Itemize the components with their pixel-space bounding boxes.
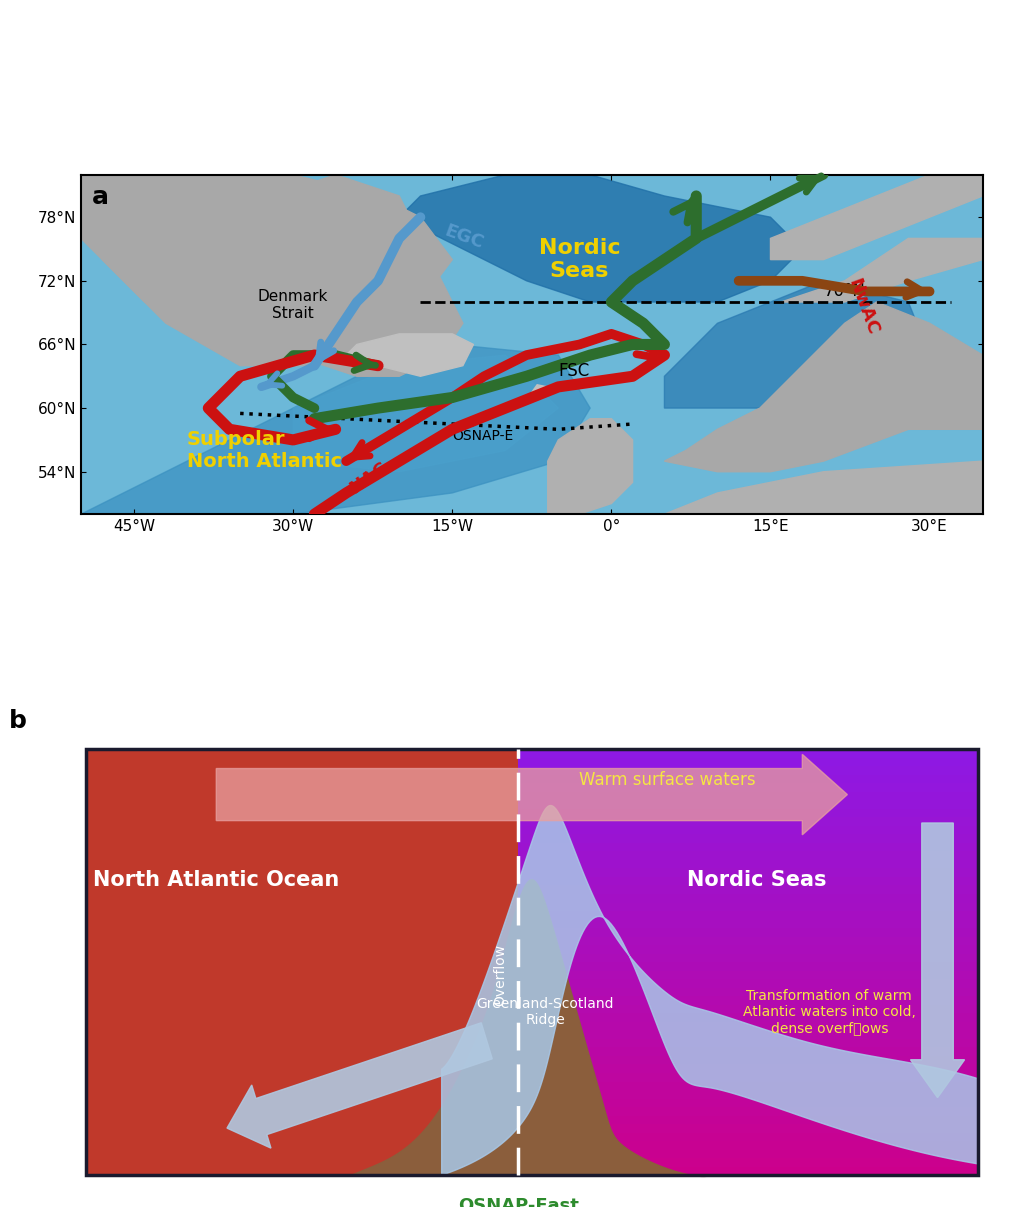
Text: FSC: FSC	[558, 362, 590, 380]
Bar	[519, 910, 979, 920]
Polygon shape	[81, 175, 452, 366]
Bar	[519, 1124, 979, 1132]
Text: NwAC: NwAC	[845, 276, 881, 338]
FancyArrow shape	[217, 754, 847, 835]
Polygon shape	[665, 302, 983, 472]
Bar	[519, 952, 979, 962]
Polygon shape	[81, 344, 591, 514]
Polygon shape	[346, 334, 473, 377]
Bar	[519, 893, 979, 903]
Text: b: b	[9, 710, 26, 734]
FancyArrow shape	[911, 823, 964, 1097]
Polygon shape	[665, 461, 983, 514]
Bar	[519, 1013, 979, 1022]
Bar	[519, 1055, 979, 1065]
Polygon shape	[781, 239, 983, 302]
Bar	[519, 1080, 979, 1090]
Bar	[519, 868, 979, 877]
Bar	[519, 765, 979, 775]
Text: EGC: EGC	[442, 222, 486, 253]
Bar	[519, 935, 979, 945]
Bar	[519, 927, 979, 937]
Bar	[519, 851, 979, 859]
Text: OSNAP-East: OSNAP-East	[458, 1197, 578, 1207]
Bar	[519, 944, 979, 954]
Polygon shape	[532, 385, 548, 392]
Bar	[519, 987, 979, 996]
Bar	[519, 1089, 979, 1098]
Text: North Atlantic Ocean: North Atlantic Ocean	[93, 870, 339, 890]
Bar	[85, 750, 519, 1176]
Bar	[519, 757, 979, 766]
Bar	[519, 1158, 979, 1167]
Bar	[519, 902, 979, 911]
Bar	[519, 876, 979, 886]
Bar	[519, 842, 979, 851]
Bar	[519, 782, 979, 792]
Bar	[519, 799, 979, 809]
Bar	[519, 1004, 979, 1014]
Bar	[519, 1132, 979, 1141]
Text: OSNAP-E: OSNAP-E	[452, 428, 514, 443]
Text: Nordic Seas: Nordic Seas	[688, 870, 827, 890]
Text: Greenland-Scotland
Ridge: Greenland-Scotland Ridge	[476, 997, 614, 1027]
Text: Subpolar
North Atlantic: Subpolar North Atlantic	[187, 430, 342, 471]
Bar	[519, 791, 979, 800]
Bar	[519, 1021, 979, 1031]
Bar	[519, 1046, 979, 1056]
Bar	[519, 748, 979, 758]
Bar	[519, 1106, 979, 1115]
Bar	[519, 969, 979, 979]
Text: 70°N: 70°N	[824, 281, 865, 299]
Bar	[519, 1038, 979, 1048]
Bar	[519, 1030, 979, 1039]
Text: Warm surface waters: Warm surface waters	[578, 771, 756, 789]
Polygon shape	[399, 175, 802, 302]
Bar	[519, 1115, 979, 1124]
Polygon shape	[81, 175, 463, 377]
Bar	[519, 885, 979, 894]
Polygon shape	[665, 281, 930, 408]
Polygon shape	[442, 805, 979, 1176]
Text: a: a	[91, 186, 108, 209]
Bar	[519, 807, 979, 817]
Bar	[519, 1063, 979, 1073]
Polygon shape	[293, 355, 558, 472]
Bar	[519, 774, 979, 783]
Bar	[519, 996, 979, 1004]
Text: NAC: NAC	[346, 457, 391, 497]
FancyArrow shape	[227, 1022, 492, 1148]
Bar	[519, 833, 979, 842]
Bar	[85, 750, 519, 1176]
Polygon shape	[85, 880, 979, 1177]
Polygon shape	[548, 419, 632, 514]
Bar	[519, 979, 979, 987]
Polygon shape	[771, 175, 983, 260]
Bar	[519, 1166, 979, 1176]
Text: Nordic
Seas: Nordic Seas	[539, 238, 620, 281]
Text: Denmark
Strait: Denmark Strait	[258, 288, 328, 321]
Bar	[519, 824, 979, 834]
Bar	[519, 750, 979, 993]
Bar	[519, 1149, 979, 1159]
Bar	[519, 1072, 979, 1081]
Bar	[519, 859, 979, 869]
Bar	[519, 816, 979, 826]
Bar	[519, 1097, 979, 1107]
Bar	[519, 919, 979, 928]
Bar	[519, 1141, 979, 1150]
Text: Transformation of warm
Atlantic waters into cold,
dense overf ows: Transformation of warm Atlantic waters i…	[743, 990, 916, 1036]
Text: Overflow: Overflow	[493, 944, 508, 1005]
Bar	[519, 961, 979, 970]
